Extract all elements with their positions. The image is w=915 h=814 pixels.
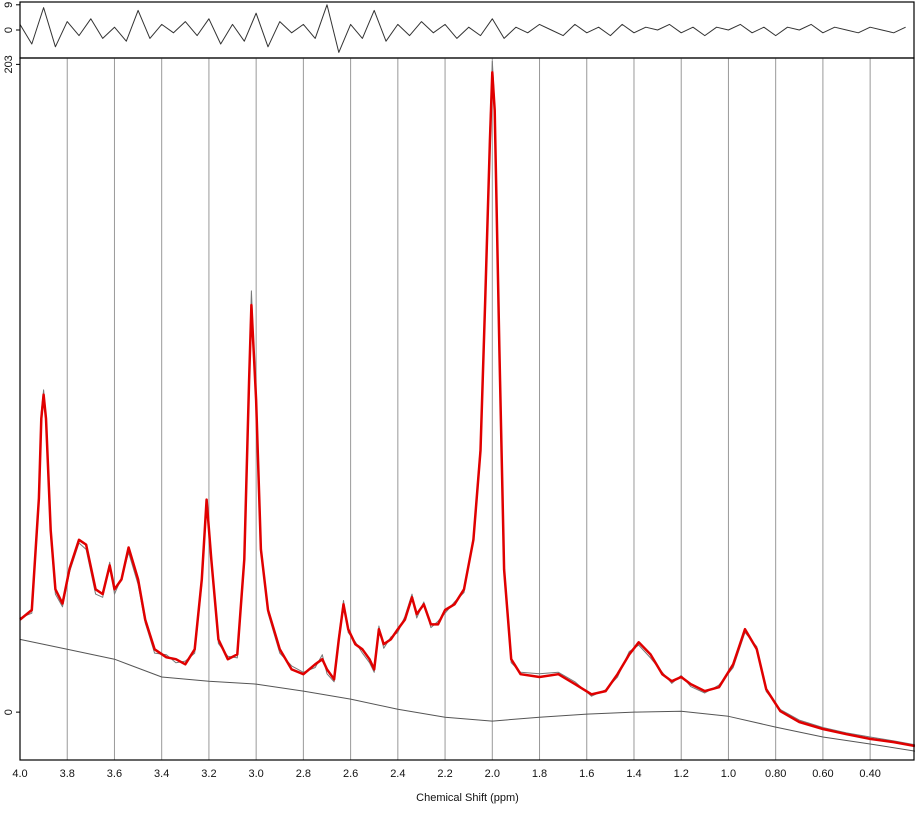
x-tick-label: 1.2 (674, 768, 689, 780)
x-tick-label: 2.6 (343, 768, 358, 780)
y-tick-label: 203 (3, 55, 15, 73)
plot-frame (19, 1, 915, 59)
x-tick-label: 4.0 (12, 768, 27, 780)
x-tick-label: 3.2 (201, 768, 216, 780)
series-line (19, 4, 906, 53)
x-axis-label: Chemical Shift (ppm) (416, 792, 519, 804)
x-tick-label: 1.0 (721, 768, 736, 780)
x-tick-label: 3.4 (154, 768, 169, 780)
x-tick-label: 0.60 (812, 768, 833, 780)
x-tick-label: 2.8 (296, 768, 311, 780)
y-tick-label: 9 (3, 2, 15, 8)
x-tick-label: 0.40 (859, 768, 880, 780)
x-tick-label: 2.4 (390, 768, 405, 780)
x-tick-label: 1.8 (532, 768, 547, 780)
series-line (19, 638, 915, 752)
x-tick-label: 3.8 (60, 768, 75, 780)
x-tick-label: 1.4 (626, 768, 641, 780)
x-tick-label: 2.2 (437, 768, 452, 780)
x-tick-label: 2.0 (485, 768, 500, 780)
plot-frame (19, 57, 915, 761)
x-tick-label: 0.80 (765, 768, 786, 780)
y-tick-label: 0 (3, 709, 15, 715)
x-tick-label: 1.6 (579, 768, 594, 780)
series-line (19, 71, 915, 748)
y-tick-label: 0 (3, 27, 15, 33)
x-tick-label: 3.0 (248, 768, 263, 780)
series-line (19, 60, 915, 746)
x-tick-label: 3.6 (107, 768, 122, 780)
